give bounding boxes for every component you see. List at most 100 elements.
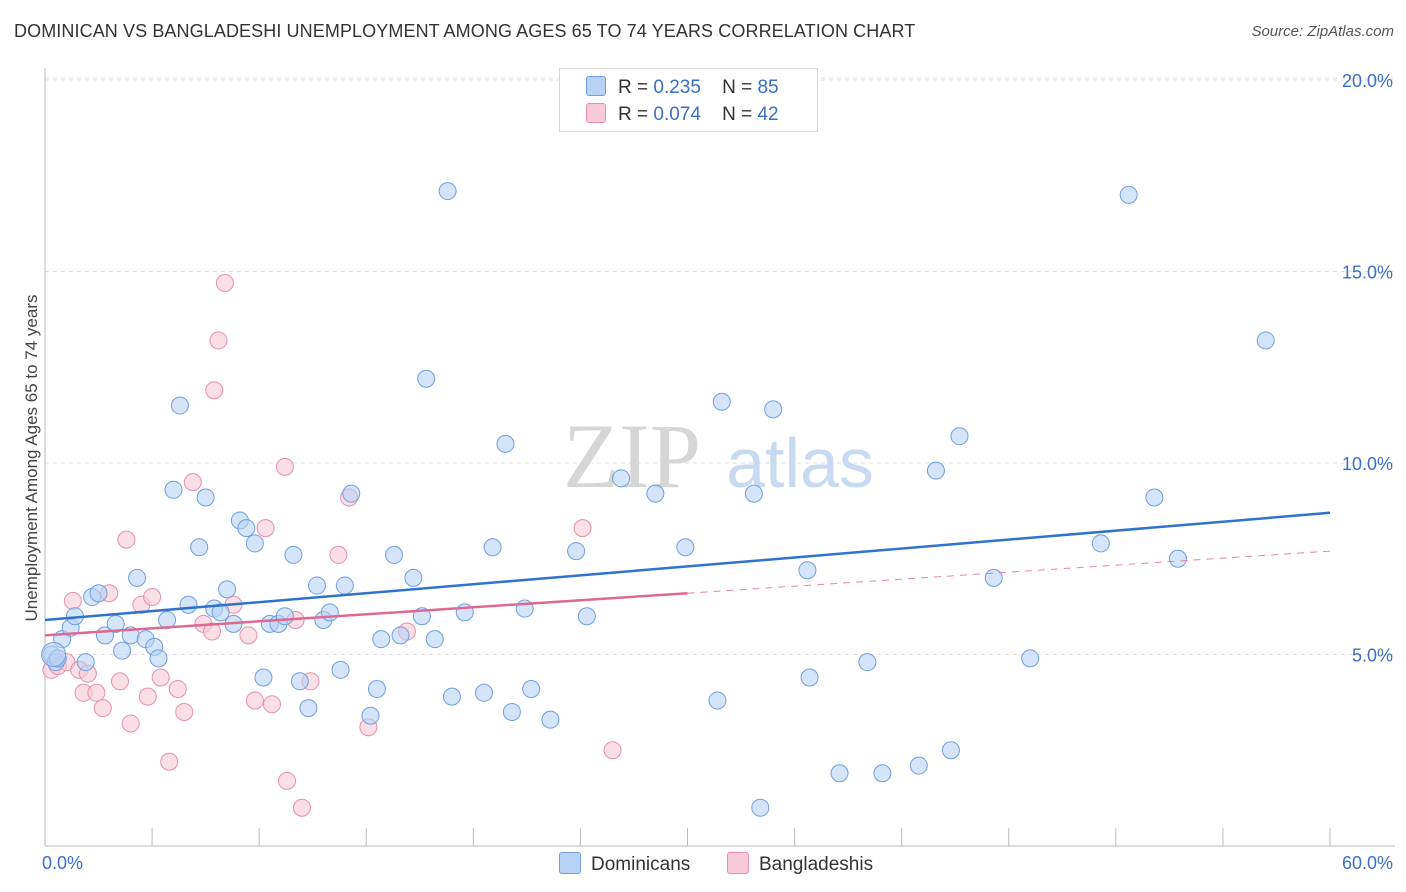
bangladeshi-point	[168, 679, 187, 698]
bangladeshi-point	[209, 331, 228, 350]
bottom-legend-label-dominicans: Dominicans	[591, 854, 691, 875]
dominican-point	[218, 580, 237, 599]
bangladeshi-point	[110, 672, 129, 691]
bangladeshi-point	[239, 626, 258, 645]
dominican-point	[475, 683, 494, 702]
dominican-point	[211, 603, 230, 622]
bangladeshi-point	[203, 622, 222, 641]
bangladeshi-points	[42, 273, 622, 817]
dominican-point	[76, 653, 95, 672]
bottom-legend-swatch-bangladeshis	[727, 852, 749, 874]
legend-r-label: R =	[618, 104, 649, 125]
dominican-point	[179, 595, 198, 614]
bottom-legend-swatch-dominicans	[559, 852, 581, 874]
dominican-point	[442, 687, 461, 706]
bangladeshi-point	[573, 519, 592, 538]
dominican-point	[113, 641, 132, 660]
dominican-point	[502, 702, 521, 721]
bangladeshi-point	[117, 530, 136, 549]
dominican-point	[275, 607, 294, 626]
y-tick-label: 20.0%	[1342, 71, 1393, 91]
dominican-point	[284, 545, 303, 564]
dominican-point	[331, 660, 350, 679]
dominican-point	[800, 668, 819, 687]
legend-swatch-dominicans	[586, 76, 606, 96]
dominican-point	[367, 679, 386, 698]
legend-row-dominicans: R = 0.235 N = 85	[586, 76, 779, 98]
bangladeshi-point	[293, 798, 311, 817]
dominican-point	[496, 434, 515, 453]
dominican-point	[149, 649, 168, 668]
dominican-point	[1145, 488, 1164, 507]
dominican-point	[245, 534, 264, 553]
dominican-point	[830, 764, 849, 783]
bangladeshi-point	[278, 771, 297, 790]
dominican-point	[89, 584, 108, 603]
dominican-point	[128, 568, 147, 587]
bangladeshi-point	[205, 381, 224, 400]
x-tick-label: 0.0%	[42, 853, 83, 873]
bangladeshi-point	[215, 273, 234, 292]
dominican-point	[567, 542, 586, 561]
dominican-point	[438, 182, 457, 201]
dominican-point	[1256, 331, 1275, 350]
dominican-point	[385, 545, 404, 564]
legend-r-bangladeshis: 0.074	[653, 104, 701, 125]
legend-n-bangladeshis: 42	[757, 104, 779, 125]
bangladeshi-point	[93, 699, 112, 718]
legend: R = 0.235 N = 85 R = 0.074 N = 42	[559, 68, 818, 132]
legend-r-dominicans: 0.235	[653, 77, 701, 98]
bottom-legend-bangladeshis: Bangladeshis	[727, 852, 873, 876]
dominican-point	[541, 710, 560, 729]
bangladeshi-point	[87, 683, 106, 702]
dominican-point	[164, 480, 183, 499]
dominican-point	[190, 538, 209, 557]
dominican-point	[1091, 534, 1110, 553]
dominican-point	[926, 461, 945, 480]
dominican-point	[522, 679, 541, 698]
bangladeshi-point	[143, 588, 162, 607]
bangladeshi-point	[175, 702, 194, 721]
dominican-point	[290, 672, 309, 691]
watermark-zip: ZIP	[563, 405, 701, 507]
bangladeshi-point	[183, 473, 202, 492]
dominican-point	[751, 798, 770, 817]
dominican-point	[254, 668, 273, 687]
dominican-point	[873, 764, 892, 783]
legend-r-label: R =	[618, 77, 649, 98]
dominican-point	[708, 691, 727, 710]
watermark: ZIP atlas	[563, 405, 874, 507]
dominican-point	[984, 568, 1003, 587]
dominican-point	[858, 653, 877, 672]
legend-n-dominicans: 85	[757, 77, 779, 98]
bangladeshi-point	[160, 752, 179, 771]
bangladeshi-point	[121, 714, 140, 733]
bangladeshi-point	[329, 545, 348, 564]
dominican-point	[764, 400, 783, 419]
bangladeshi-point	[256, 519, 275, 538]
dominican-point	[941, 741, 960, 760]
dominican-point	[712, 392, 731, 411]
chart-title: DOMINICAN VS BANGLADESHI UNEMPLOYMENT AM…	[14, 21, 916, 41]
bangladeshi-trend-extension	[687, 550, 1331, 594]
dominican-point	[237, 519, 256, 538]
legend-n-label: N =	[722, 104, 753, 125]
x-tick-label: 60.0%	[1342, 853, 1393, 873]
dominican-trend-line	[44, 511, 1331, 622]
bottom-legend-label-bangladeshis: Bangladeshis	[759, 854, 874, 875]
dominican-points	[41, 182, 1275, 817]
dominican-point	[342, 484, 361, 503]
legend-row-bangladeshis: R = 0.074 N = 42	[586, 103, 779, 125]
bangladeshi-trend-line	[44, 591, 688, 637]
dominican-point	[1119, 185, 1138, 204]
dominican-point	[372, 630, 391, 649]
y-axis-title: Unemployment Among Ages 65 to 74 years	[22, 294, 41, 622]
axis-layer	[44, 68, 1395, 847]
dominican-point	[170, 396, 189, 415]
dominican-point	[646, 484, 665, 503]
dominican-point	[909, 756, 928, 775]
bangladeshi-point	[275, 457, 294, 476]
dominican-point	[196, 488, 215, 507]
dominican-point	[1168, 549, 1187, 568]
